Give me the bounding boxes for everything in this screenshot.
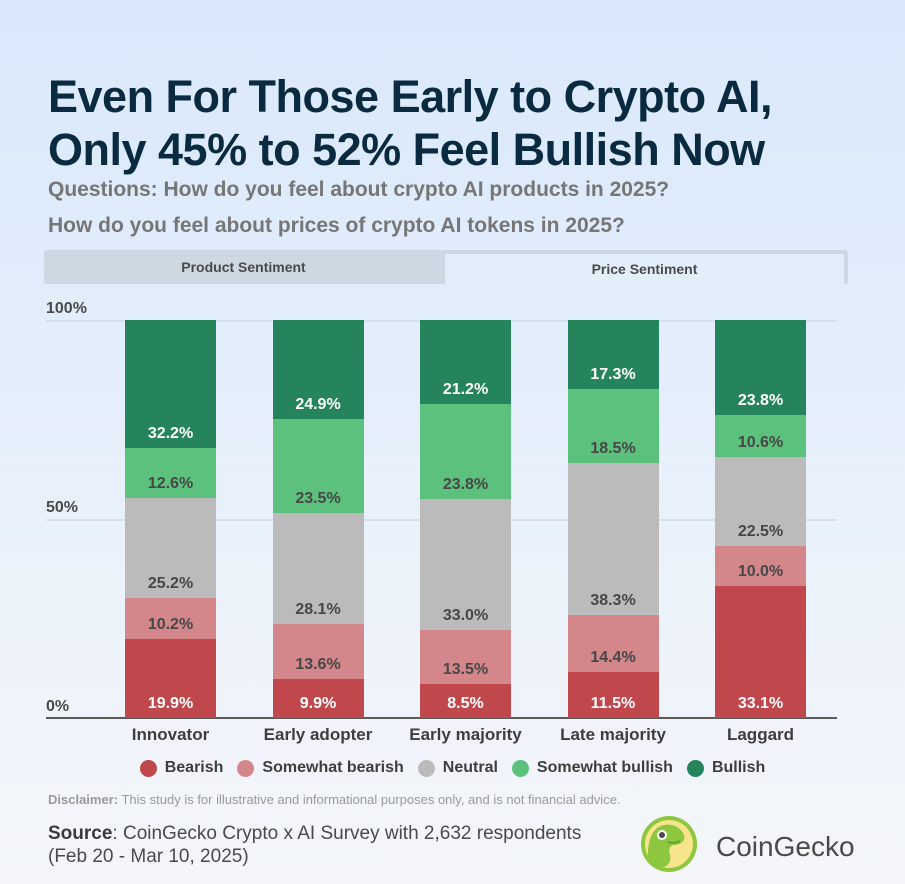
legend-item-bearish: Bearish	[139, 759, 224, 777]
segment-value-label: 23.8%	[737, 391, 784, 409]
bar-late-majority: 11.5% 14.4% 38.3% 18.5% 17.3%	[567, 320, 659, 718]
legend-item-neutral: Neutral	[417, 759, 498, 777]
x-tick-label: Late majority	[560, 725, 666, 744]
subtitle-question-2: How do you feel about prices of crypto A…	[48, 214, 625, 237]
bar-segment-neutral: 25.2%	[125, 498, 216, 599]
y-tick-50: 50%	[46, 499, 79, 516]
bar-segment-somewhat-bullish: 23.5%	[272, 419, 364, 513]
y-tick-0: 0%	[46, 698, 70, 715]
x-tick-label: Early majority	[409, 725, 522, 744]
bar-segment-bearish: 8.5%	[420, 684, 511, 718]
tab-product-sentiment[interactable]: Product Sentiment	[181, 259, 306, 275]
x-tick-label: Innovator	[131, 725, 210, 744]
sentiment-tabs: Product Sentiment Price Sentiment	[44, 250, 848, 284]
bar-segment-neutral: 38.3%	[567, 462, 659, 615]
bar-segment-somewhat-bearish: 14.4%	[567, 614, 659, 673]
legend-item-somewhat-bullish: Somewhat bullish	[511, 759, 673, 777]
segment-value-label: 11.5%	[590, 695, 636, 712]
segment-value-label: 10.2%	[147, 615, 194, 633]
legend-label: Neutral	[442, 759, 498, 776]
segment-value-label: 23.8%	[442, 476, 489, 494]
legend-dot-icon	[511, 759, 529, 777]
x-tick-label: Laggard	[726, 725, 795, 744]
segment-value-label: 22.5%	[737, 523, 784, 541]
bar-segment-bearish: 19.9%	[125, 638, 216, 718]
segment-value-label: 18.5%	[590, 439, 636, 457]
segment-value-label: 13.6%	[295, 655, 341, 673]
bar-segment-somewhat-bullish: 10.6%	[715, 414, 806, 457]
x-axis-line	[46, 717, 837, 719]
bar-segment-neutral: 28.1%	[272, 512, 364, 625]
segment-value-label: 10.0%	[737, 563, 784, 581]
legend-label: Somewhat bullish	[536, 759, 673, 776]
segment-value-label: 23.5%	[295, 489, 341, 507]
bar-segment-bullish: 24.9%	[272, 320, 364, 420]
bar-segment-bullish: 23.8%	[715, 320, 806, 415]
legend-item-somewhat-bearish: Somewhat bearish	[237, 759, 404, 777]
bar-laggard: 33.1% 10.0% 22.5% 10.6% 23.8%	[715, 320, 806, 718]
legend-dot-icon	[139, 759, 157, 777]
bar-early-adopter: 9.9% 13.6% 28.1% 23.5% 24.9%	[272, 320, 364, 718]
bar-segment-somewhat-bullish: 12.6%	[125, 448, 216, 499]
bar-segment-somewhat-bearish: 10.0%	[715, 546, 806, 587]
legend-label: Bullish	[711, 759, 766, 776]
chart-legend: Bearish Somewhat bearish Neutral Somewhat b…	[0, 759, 905, 777]
legend-label: Somewhat bearish	[262, 759, 404, 776]
source-text: : CoinGecko Crypto x AI Survey with 2,63…	[48, 823, 582, 867]
bar-innovator: 19.9% 10.2% 25.2% 12.6% 32.2%	[125, 320, 216, 718]
segment-value-label: 21.2%	[442, 381, 489, 399]
bar-segment-bearish: 33.1%	[715, 586, 806, 718]
brand-name: CoinGecko	[716, 830, 855, 862]
legend-dot-icon	[237, 759, 255, 777]
x-tick-label: Early adopter	[263, 725, 373, 744]
legend-item-bullish: Bullish	[686, 759, 766, 777]
coingecko-brand: CoinGecko	[640, 815, 855, 878]
segment-value-label: 28.1%	[295, 601, 341, 619]
coingecko-logo-icon	[640, 815, 698, 878]
bar-segment-somewhat-bearish: 13.6%	[272, 624, 364, 679]
stacked-bar-chart: 100% 50% 0% 19.9% 10.2% 25.2% 12.6% 32.2% Inn…	[46, 300, 837, 744]
disclaimer: Disclaimer: This study is for illustrati…	[48, 792, 621, 807]
bar-segment-somewhat-bullish: 23.8%	[420, 404, 511, 500]
legend-dot-icon	[417, 759, 435, 777]
subtitle-question-1: Questions: How do you feel about crypto …	[48, 178, 670, 201]
segment-value-label: 17.3%	[590, 365, 636, 383]
title-line-2: Only 45% to 52% Feel Bullish Now	[48, 124, 765, 175]
bar-segment-somewhat-bearish: 13.5%	[420, 630, 511, 685]
segment-value-label: 32.2%	[147, 425, 194, 443]
source-label: Source	[48, 823, 113, 844]
title-line-1: Even For Those Early to Crypto AI,	[48, 71, 772, 122]
segment-value-label: 13.5%	[442, 661, 489, 679]
segment-value-label: 10.6%	[737, 433, 784, 451]
disclaimer-label: Disclaimer:	[48, 792, 119, 807]
segment-value-label: 14.4%	[590, 649, 636, 667]
bar-segment-bearish: 9.9%	[272, 678, 364, 718]
tab-price-sentiment[interactable]: Price Sentiment	[443, 252, 846, 284]
page-title: Even For Those Early to Crypto AI, Only …	[48, 70, 888, 176]
segment-value-label: 12.6%	[147, 475, 194, 493]
y-tick-100: 100%	[46, 300, 87, 317]
source-note: Source: CoinGecko Crypto x AI Survey wit…	[48, 822, 608, 868]
disclaimer-text: This study is for illustrative and infor…	[118, 792, 621, 807]
bar-segment-somewhat-bullish: 18.5%	[567, 388, 659, 463]
segment-value-label: 24.9%	[295, 396, 341, 414]
legend-label: Bearish	[164, 759, 224, 776]
bar-segment-neutral: 33.0%	[420, 499, 511, 631]
legend-dot-icon	[686, 759, 704, 777]
segment-value-label: 9.9%	[299, 695, 337, 712]
segment-value-label: 38.3%	[590, 591, 636, 609]
bar-segment-bullish: 32.2%	[125, 320, 216, 449]
bar-segment-bearish: 11.5%	[567, 672, 659, 718]
segment-value-label: 33.0%	[442, 607, 489, 625]
segment-value-label: 8.5%	[447, 695, 484, 712]
segment-value-label: 19.9%	[147, 695, 194, 712]
bar-segment-bullish: 21.2%	[420, 320, 511, 405]
segment-value-label: 33.1%	[737, 695, 784, 712]
bar-early-majority: 8.5% 13.5% 33.0% 23.8% 21.2%	[420, 320, 511, 718]
bar-segment-somewhat-bearish: 10.2%	[125, 598, 216, 639]
bar-segment-bullish: 17.3%	[567, 320, 659, 389]
segment-value-label: 25.2%	[147, 575, 194, 593]
bar-segment-neutral: 22.5%	[715, 456, 806, 547]
